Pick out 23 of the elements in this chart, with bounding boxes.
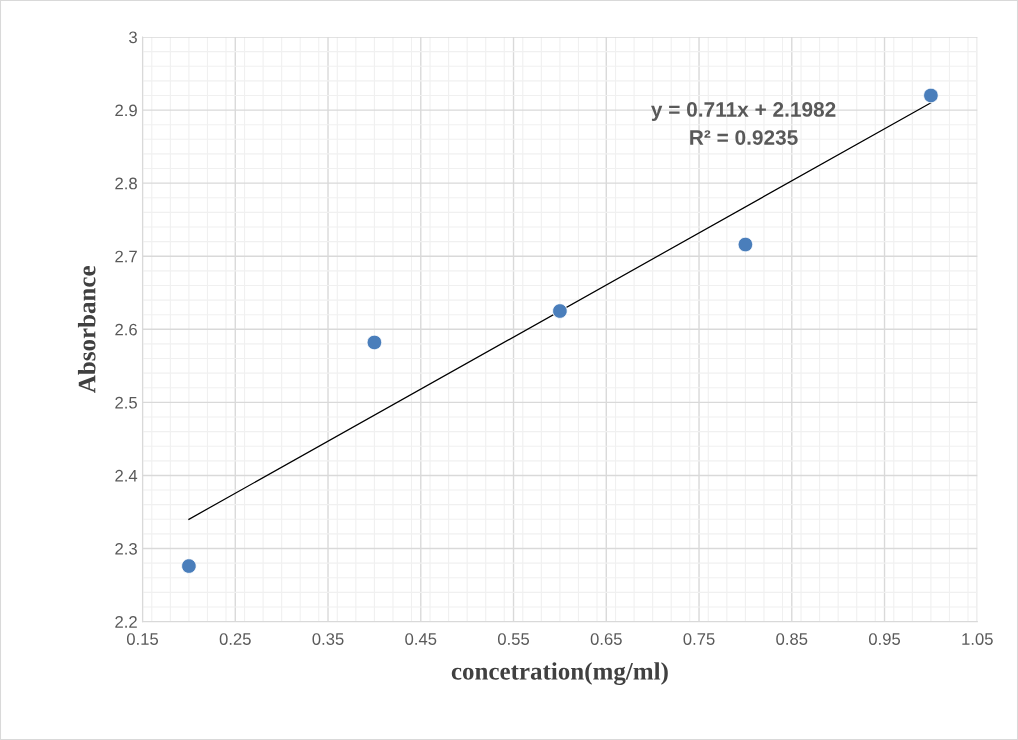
- y-tick-label: 2.9: [115, 104, 137, 117]
- x-tick-label: 0.15: [126, 633, 159, 645]
- x-tick-label: 0.75: [683, 633, 715, 645]
- y-tick-label: 2.8: [115, 177, 137, 190]
- y-tick-label: 2.2: [115, 616, 137, 628]
- x-tick-label: 0.95: [868, 633, 901, 645]
- y-tick-label: 2.4: [115, 469, 138, 482]
- annotation: y = 0.711x + 2.1982: [651, 102, 836, 121]
- y-tick-label: 2.3: [115, 542, 137, 555]
- x-tick-label: 0.35: [312, 633, 344, 645]
- x-tick-label: 0.65: [590, 633, 622, 645]
- y-tick-label: 2.5: [115, 396, 137, 409]
- annotation: R² = 0.9235: [690, 130, 798, 145]
- y-tick-label: 3: [129, 31, 137, 44]
- y-tick-label: 2.6: [115, 323, 137, 336]
- y-tick-label: 2.7: [115, 250, 137, 263]
- x-tick-label: 0.55: [497, 633, 530, 645]
- y-axis-title: Absorbance: [77, 266, 96, 393]
- x-tick-label: 0.25: [219, 633, 251, 645]
- x-tick-label: 0.45: [405, 633, 437, 645]
- x-axis-title: concetration(mg/ml): [451, 662, 668, 685]
- x-tick-label: 1.05: [962, 633, 993, 645]
- x-tick-label: 0.85: [776, 633, 808, 645]
